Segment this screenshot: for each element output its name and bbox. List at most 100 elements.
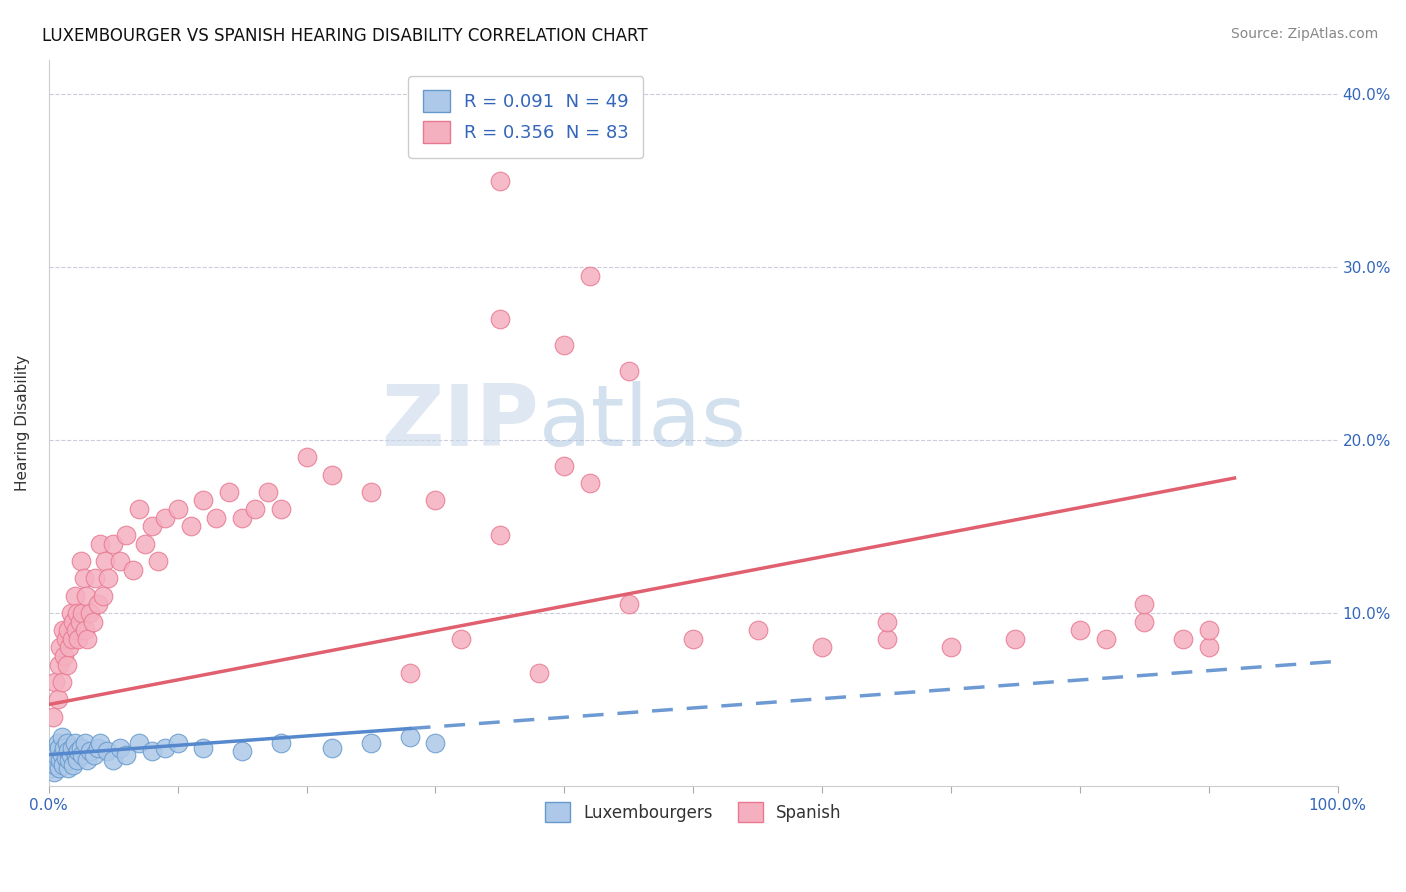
Point xyxy=(67,632,90,646)
Point xyxy=(425,493,447,508)
Point xyxy=(49,753,72,767)
Point xyxy=(398,731,420,745)
Point xyxy=(53,649,76,664)
Point xyxy=(42,764,65,779)
Point xyxy=(79,606,101,620)
Point xyxy=(489,174,512,188)
Text: atlas: atlas xyxy=(538,381,747,464)
Point xyxy=(108,740,131,755)
Point xyxy=(83,747,105,762)
Point xyxy=(41,753,63,767)
Point xyxy=(56,657,79,672)
Point xyxy=(115,747,138,762)
Point xyxy=(63,589,86,603)
Point xyxy=(257,484,280,499)
Point xyxy=(1004,632,1026,646)
Point xyxy=(1133,597,1156,611)
Point xyxy=(65,623,87,637)
Y-axis label: Hearing Disability: Hearing Disability xyxy=(15,355,30,491)
Point xyxy=(58,753,80,767)
Point xyxy=(58,640,80,655)
Point xyxy=(72,747,94,762)
Point xyxy=(425,735,447,749)
Point xyxy=(56,744,79,758)
Point xyxy=(747,623,769,637)
Point xyxy=(579,268,602,283)
Point xyxy=(70,740,93,755)
Point xyxy=(1171,632,1194,646)
Point xyxy=(153,740,176,755)
Point xyxy=(166,735,188,749)
Point xyxy=(73,735,96,749)
Point xyxy=(682,632,704,646)
Point xyxy=(75,589,97,603)
Point xyxy=(59,606,82,620)
Point xyxy=(231,510,253,524)
Text: ZIP: ZIP xyxy=(381,381,538,464)
Point xyxy=(527,121,550,136)
Point xyxy=(87,740,110,755)
Text: LUXEMBOURGER VS SPANISH HEARING DISABILITY CORRELATION CHART: LUXEMBOURGER VS SPANISH HEARING DISABILI… xyxy=(42,27,648,45)
Point xyxy=(527,666,550,681)
Point xyxy=(45,747,67,762)
Point xyxy=(811,640,834,655)
Point xyxy=(218,484,240,499)
Point xyxy=(46,692,69,706)
Point xyxy=(70,554,93,568)
Point xyxy=(450,632,472,646)
Point xyxy=(579,476,602,491)
Point xyxy=(46,735,69,749)
Point xyxy=(44,758,66,772)
Point xyxy=(89,537,111,551)
Point xyxy=(876,632,898,646)
Point xyxy=(193,493,215,508)
Point xyxy=(82,615,104,629)
Point xyxy=(41,709,63,723)
Point xyxy=(243,502,266,516)
Point xyxy=(360,735,382,749)
Point xyxy=(97,571,120,585)
Point xyxy=(103,753,125,767)
Point xyxy=(617,364,640,378)
Point xyxy=(180,519,202,533)
Point xyxy=(1198,623,1220,637)
Point xyxy=(41,762,63,776)
Point xyxy=(73,623,96,637)
Point xyxy=(72,571,94,585)
Point xyxy=(76,632,98,646)
Point xyxy=(52,758,75,772)
Point xyxy=(1198,640,1220,655)
Point xyxy=(231,744,253,758)
Point xyxy=(62,758,84,772)
Point xyxy=(89,735,111,749)
Point xyxy=(44,675,66,690)
Point xyxy=(553,458,575,473)
Point xyxy=(51,747,73,762)
Point xyxy=(141,744,163,758)
Point xyxy=(52,623,75,637)
Point xyxy=(76,753,98,767)
Point xyxy=(153,510,176,524)
Point xyxy=(56,623,79,637)
Point xyxy=(939,640,962,655)
Point xyxy=(91,589,114,603)
Point xyxy=(48,762,70,776)
Point xyxy=(489,528,512,542)
Point xyxy=(270,502,292,516)
Point xyxy=(66,606,89,620)
Point xyxy=(49,640,72,655)
Point xyxy=(1133,615,1156,629)
Point xyxy=(56,762,79,776)
Point xyxy=(44,744,66,758)
Point xyxy=(72,606,94,620)
Point xyxy=(65,747,87,762)
Point xyxy=(56,735,79,749)
Point xyxy=(51,675,73,690)
Point xyxy=(141,519,163,533)
Point xyxy=(63,735,86,749)
Point xyxy=(67,744,90,758)
Point xyxy=(62,615,84,629)
Point xyxy=(617,597,640,611)
Point xyxy=(1094,632,1116,646)
Point xyxy=(51,731,73,745)
